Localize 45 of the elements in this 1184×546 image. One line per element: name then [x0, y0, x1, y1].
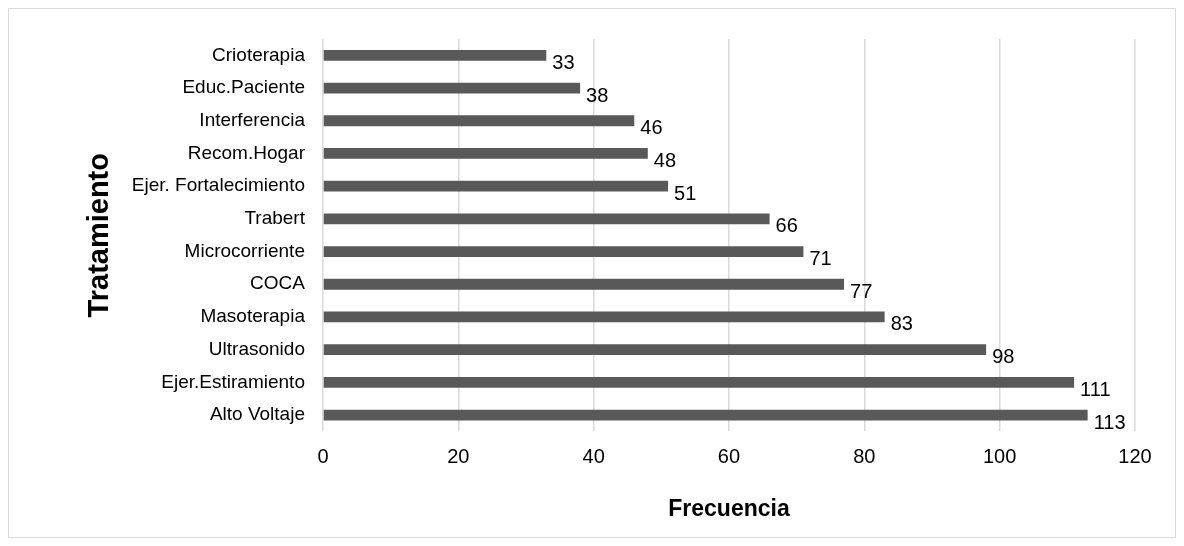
bar [323, 376, 1075, 388]
bar [323, 115, 635, 127]
bar [323, 246, 804, 257]
y-tick-label: Ejer. Fortalecimiento [131, 174, 305, 196]
bar [323, 213, 770, 225]
data-label: 113 [1093, 410, 1126, 433]
bar [323, 311, 885, 323]
bar [323, 82, 581, 94]
x-tick-label: 60 [717, 444, 741, 467]
data-label: 83 [890, 312, 913, 335]
y-tick-label: Trabert [244, 207, 306, 229]
bar [323, 180, 669, 192]
x-tick-label: 40 [582, 444, 605, 467]
x-tick-label: 100 [982, 444, 1017, 467]
data-label: 66 [775, 214, 798, 237]
data-label: 98 [992, 345, 1015, 368]
bar [323, 344, 987, 356]
bar [323, 49, 547, 61]
y-tick-label: Crioterapia [212, 43, 306, 65]
y-tick-label: COCA [250, 272, 306, 294]
data-label: 46 [640, 116, 663, 139]
bar [323, 148, 648, 159]
x-tick-label: 120 [1118, 444, 1152, 467]
y-tick-label: Masoterapia [200, 305, 306, 327]
data-label: 51 [674, 181, 697, 204]
y-tick-label: Interferencia [199, 108, 306, 130]
data-label: 77 [850, 279, 873, 302]
x-axis-title: Frecuencia [668, 494, 790, 521]
x-tick-label: 0 [317, 444, 329, 467]
y-tick-label: Recom.Hogar [187, 141, 306, 163]
bar [323, 409, 1088, 421]
data-label: 33 [552, 50, 575, 73]
y-tick-label: Alto Voltaje [209, 403, 305, 425]
x-tick-label: 80 [853, 444, 876, 467]
y-tick-label: Ejer.Estiramiento [161, 370, 305, 392]
data-label: 38 [586, 83, 609, 106]
bar [323, 278, 845, 290]
x-tick-label: 20 [447, 444, 470, 467]
y-tick-label: Ultrasonido [208, 337, 305, 359]
data-label: 111 [1080, 377, 1111, 400]
y-axis-title: Tratamiento [82, 153, 115, 318]
data-label: 71 [809, 247, 832, 270]
y-tick-label: Microcorriente [184, 239, 305, 261]
data-label: 48 [653, 148, 677, 171]
y-tick-label: Educ.Paciente [182, 76, 305, 98]
